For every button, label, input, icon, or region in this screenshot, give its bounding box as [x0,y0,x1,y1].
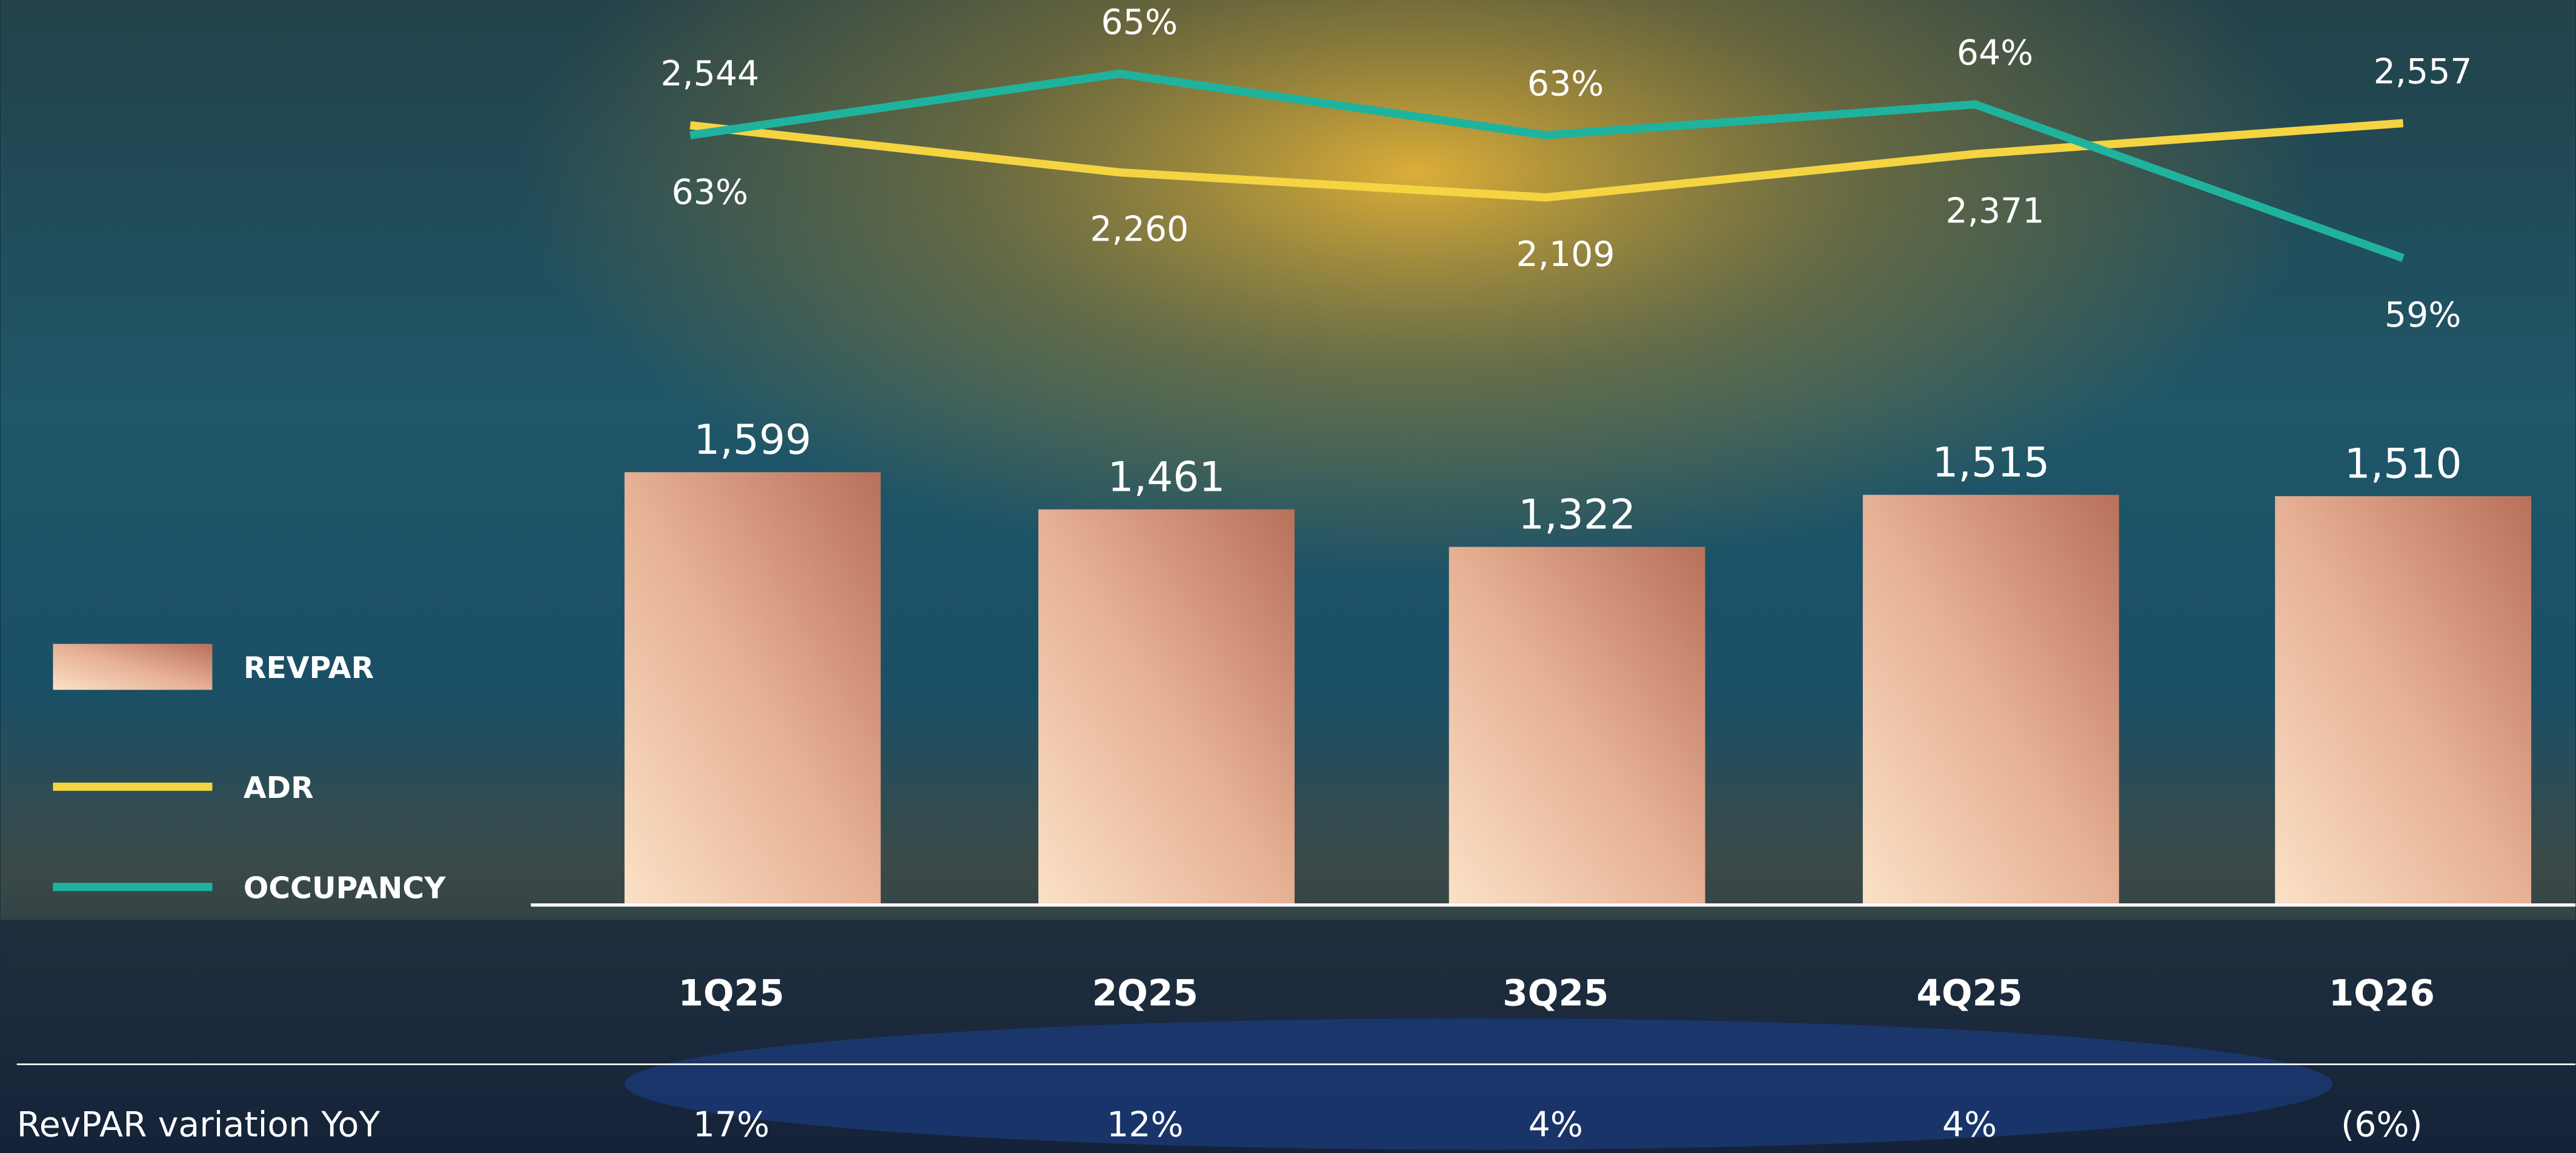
bar [2275,496,2532,903]
x-tick-label: 4Q25 [1916,972,2022,1014]
bar [1449,547,1705,903]
bar [624,472,881,903]
bar-value-label: 1,322 [1518,490,1636,538]
line [689,119,2404,202]
yoy-value: 4% [1942,1105,1997,1145]
line [689,69,2405,262]
yoy-value: 12% [1107,1105,1183,1145]
legend-label: OCCUPANCY [244,871,446,905]
line-value-label: 63% [1527,64,1604,104]
legend-label: REVPAR [244,651,374,685]
line-value-label: 2,371 [1946,191,2045,231]
bar-value-label: 1,599 [694,416,811,464]
line-value-label: 2,260 [1090,210,1189,250]
yoy-value: 4% [1529,1105,1583,1145]
yoy-value: (6%) [2341,1105,2423,1145]
x-tick-label: 1Q26 [2329,972,2435,1014]
legend-label: ADR [244,771,314,805]
line-value-label: 59% [2385,295,2461,335]
bar-value-label: 1,461 [1107,453,1225,500]
bar [1038,509,1295,903]
line-value-label: 2,557 [2374,52,2472,92]
pool [624,1018,2333,1150]
bar-value-label: 1,515 [1932,438,2050,486]
line-value-label: 63% [672,172,748,212]
bar-value-label: 1,510 [2345,440,2462,488]
line-value-label: 65% [1101,2,1177,42]
bar [1862,494,2119,903]
legend-swatch [53,643,213,690]
x-tick-label: 2Q25 [1092,972,1198,1014]
line-value-label: 2,109 [1516,234,1615,274]
line-value-label: 2,544 [660,54,759,94]
line-value-label: 64% [1957,33,2033,73]
row-label: RevPAR variation YoY [17,1105,380,1145]
x-tick-label: 1Q25 [678,972,784,1014]
x-tick-label: 3Q25 [1502,972,1608,1014]
plot: 1,599 1,461 1,322 1,515 1,510 2,544 63% 2,260 65… [17,2,2576,1145]
yoy-value: 17% [693,1105,769,1145]
